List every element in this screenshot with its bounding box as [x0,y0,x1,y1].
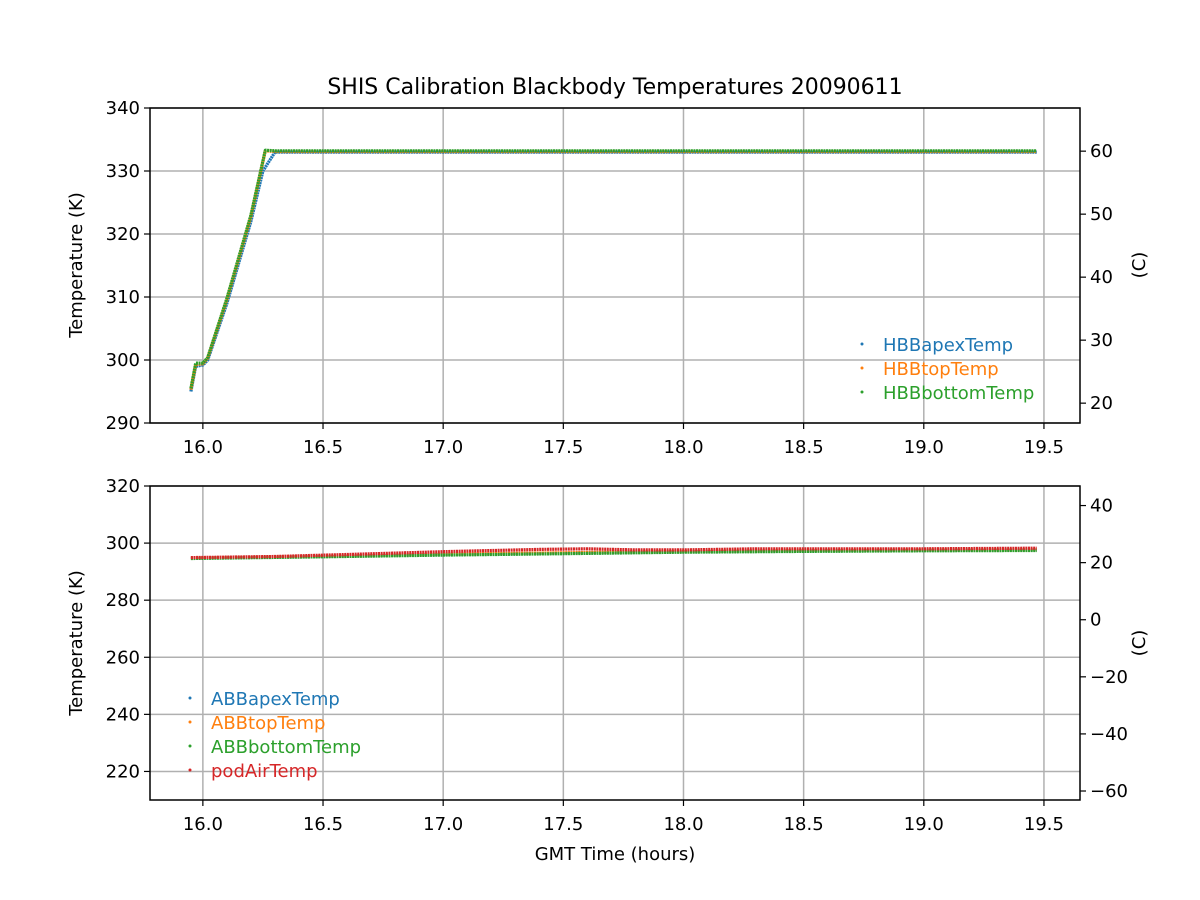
bottom-xlabel: GMT Time (hours) [535,844,696,865]
legend-marker-ABBapexTemp [188,696,192,700]
y-tick-label: 290 [106,413,140,434]
legend-marker-ABBbottomTemp [188,744,192,748]
y2-tick-label: −40 [1090,724,1128,745]
y-tick-label: 280 [106,590,140,611]
y2-tick-label: 50 [1090,204,1113,225]
y2-tick-label: 0 [1090,610,1101,631]
x-tick-label: 16.5 [303,814,343,835]
legend-label-HBBapexTemp: HBBapexTemp [883,335,1013,356]
top-y2label: (C) [1129,252,1150,279]
y-tick-label: 330 [106,161,140,182]
y-tick-label: 340 [106,98,140,119]
legend-marker-HBBtopTemp [860,366,864,370]
y2-tick-label: 20 [1090,553,1113,574]
x-tick-label: 19.0 [904,437,944,458]
x-tick-label: 18.5 [784,437,824,458]
y-tick-label: 220 [106,761,140,782]
x-tick-label: 17.5 [543,437,583,458]
x-tick-label: 17.0 [423,437,463,458]
y2-tick-label: 40 [1090,496,1113,517]
bottom-y2label: (C) [1129,630,1150,657]
legend-label-ABBtopTemp: ABBtopTemp [211,713,325,734]
y-tick-label: 320 [106,476,140,497]
x-tick-label: 18.5 [784,814,824,835]
axes-frame [149,107,1081,424]
x-tick-label: 16.0 [183,437,223,458]
top-ylabel: Temperature (K) [66,192,87,339]
x-tick-label: 17.0 [423,814,463,835]
series-ABBbottomTemp [190,548,1037,561]
legend-label-podAirTemp: podAirTemp [211,761,318,782]
legend-label-ABBbottomTemp: ABBbottomTemp [211,737,361,758]
top-panel: 16.0 16.5 17.0 17.5 18.0 18.5 19.0 19.5 290 300 31… [106,98,1113,458]
legend-label-HBBtopTemp: HBBtopTemp [883,359,999,380]
y-tick-label: 300 [106,533,140,554]
legend-marker-ABBtopTemp [188,720,192,724]
y2-tick-label: −60 [1090,781,1128,802]
x-tick-label: 16.5 [303,437,343,458]
bottom-ylabel: Temperature (K) [66,570,87,717]
x-tick-label: 18.0 [663,814,703,835]
x-tick-label: 16.0 [183,814,223,835]
y-tick-label: 260 [106,647,140,668]
legend-marker-HBBapexTemp [860,342,864,346]
y2-tick-label: −20 [1090,667,1128,688]
legend-label-ABBapexTemp: ABBapexTemp [211,689,340,710]
y-tick-label: 320 [106,224,140,245]
legend-marker-HBBbottomTemp [860,390,864,394]
y2-tick-label: 30 [1090,330,1113,351]
y-tick-label: 310 [106,287,140,308]
x-tick-label: 18.0 [663,437,703,458]
x-tick-label: 19.5 [1024,814,1064,835]
chart-title: SHIS Calibration Blackbody Temperatures … [327,75,902,100]
y2-tick-label: 20 [1090,393,1113,414]
legend-label-HBBbottomTemp: HBBbottomTemp [883,383,1034,404]
y-tick-label: 240 [106,704,140,725]
axes-frame [149,485,1081,801]
legend-marker-podAirTemp [188,768,192,772]
y-tick-label: 300 [106,350,140,371]
y2-tick-label: 40 [1090,267,1113,288]
bottom-panel: 16.0 16.5 17.0 17.5 18.0 18.5 19.0 19.5 220 240 26… [106,476,1128,835]
series-podAirTemp [190,546,1037,560]
x-tick-label: 19.5 [1024,437,1064,458]
x-tick-label: 17.5 [543,814,583,835]
x-tick-label: 19.0 [904,814,944,835]
series-HBBbottomTemp [189,148,1037,389]
y2-tick-label: 60 [1090,141,1113,162]
